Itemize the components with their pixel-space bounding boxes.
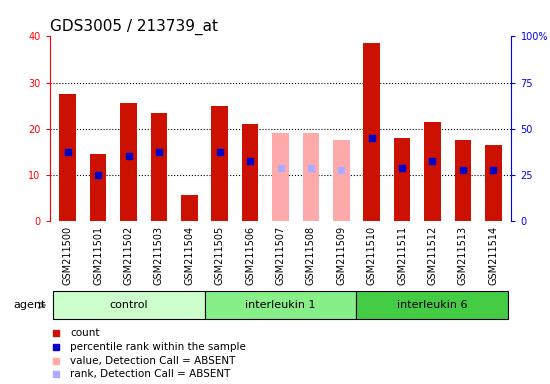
Text: GSM211500: GSM211500 xyxy=(63,226,73,285)
Bar xyxy=(485,145,502,221)
Bar xyxy=(120,103,137,221)
Text: rank, Detection Call = ABSENT: rank, Detection Call = ABSENT xyxy=(70,369,230,379)
Bar xyxy=(394,138,410,221)
Text: GSM211501: GSM211501 xyxy=(93,226,103,285)
Text: GSM211513: GSM211513 xyxy=(458,226,468,285)
Bar xyxy=(205,291,356,319)
Bar xyxy=(454,140,471,221)
Bar xyxy=(364,43,380,221)
Bar xyxy=(90,154,107,221)
Text: GSM211507: GSM211507 xyxy=(276,226,285,285)
Bar xyxy=(302,133,319,221)
Text: GSM211505: GSM211505 xyxy=(214,226,225,285)
Bar xyxy=(211,106,228,221)
Text: GSM211506: GSM211506 xyxy=(245,226,255,285)
Text: GSM211512: GSM211512 xyxy=(427,226,437,285)
Text: GSM211509: GSM211509 xyxy=(336,226,346,285)
Text: control: control xyxy=(109,300,148,310)
Text: GSM211503: GSM211503 xyxy=(154,226,164,285)
Bar xyxy=(151,113,167,221)
Text: GSM211508: GSM211508 xyxy=(306,226,316,285)
Text: interleukin 1: interleukin 1 xyxy=(245,300,316,310)
Text: interleukin 6: interleukin 6 xyxy=(397,300,468,310)
Text: value, Detection Call = ABSENT: value, Detection Call = ABSENT xyxy=(70,356,235,366)
Text: count: count xyxy=(70,328,100,338)
Bar xyxy=(424,122,441,221)
Bar xyxy=(333,140,350,221)
Bar xyxy=(242,124,258,221)
Text: GSM211514: GSM211514 xyxy=(488,226,498,285)
Text: GDS3005 / 213739_at: GDS3005 / 213739_at xyxy=(50,19,217,35)
Bar xyxy=(59,94,76,221)
Text: GSM211504: GSM211504 xyxy=(184,226,194,285)
Bar xyxy=(181,195,197,221)
Text: percentile rank within the sample: percentile rank within the sample xyxy=(70,342,246,352)
Text: GSM211510: GSM211510 xyxy=(367,226,377,285)
Bar xyxy=(53,291,205,319)
Text: agent: agent xyxy=(14,300,46,310)
Bar xyxy=(356,291,508,319)
Text: GSM211511: GSM211511 xyxy=(397,226,407,285)
Text: GSM211502: GSM211502 xyxy=(124,226,134,285)
Bar xyxy=(272,133,289,221)
